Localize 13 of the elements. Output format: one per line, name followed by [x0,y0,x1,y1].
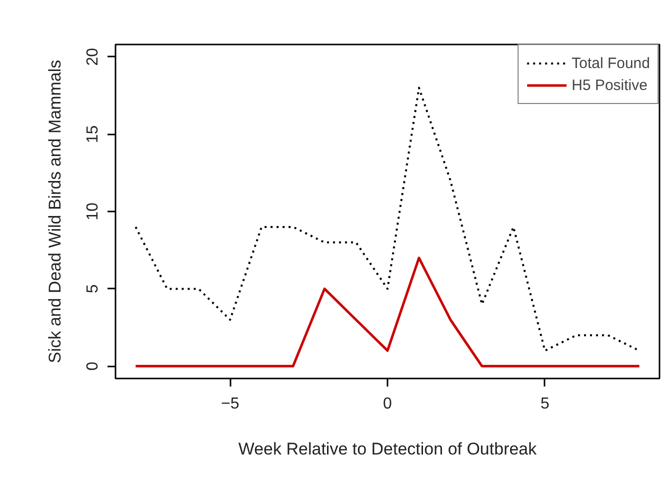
x-tick-label: 0 [383,396,392,412]
y-tick-label: 5 [84,284,102,294]
y-tick-label: 20 [84,48,102,66]
y-tick-label: 15 [84,125,102,144]
x-tick-label: 5 [540,396,550,412]
legend-label: Total Found [572,54,650,72]
x-axis-title: Week Relative to Detection of Outbreak [238,440,538,458]
line-series [134,256,641,368]
y-tick-label: 0 [84,362,102,371]
legend-label: H5 Positive [572,76,648,94]
y-axis-title: Sick and Dead Wild Birds and Mammals [46,60,64,364]
y-tick-label: 10 [84,202,102,220]
x-tick-label: −5 [220,396,240,412]
